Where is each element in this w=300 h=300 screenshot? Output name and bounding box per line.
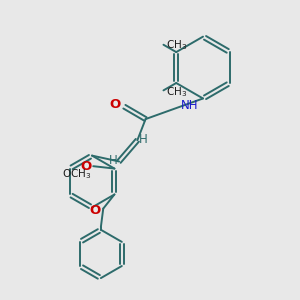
Text: O: O — [80, 160, 92, 173]
Text: CH$_3$: CH$_3$ — [166, 38, 187, 52]
Text: H: H — [139, 133, 148, 146]
Text: NH: NH — [181, 99, 198, 112]
Text: OCH$_3$: OCH$_3$ — [62, 167, 92, 181]
Text: O: O — [89, 204, 100, 217]
Text: H: H — [109, 154, 118, 167]
Text: O: O — [109, 98, 120, 111]
Text: CH$_3$: CH$_3$ — [166, 85, 187, 99]
